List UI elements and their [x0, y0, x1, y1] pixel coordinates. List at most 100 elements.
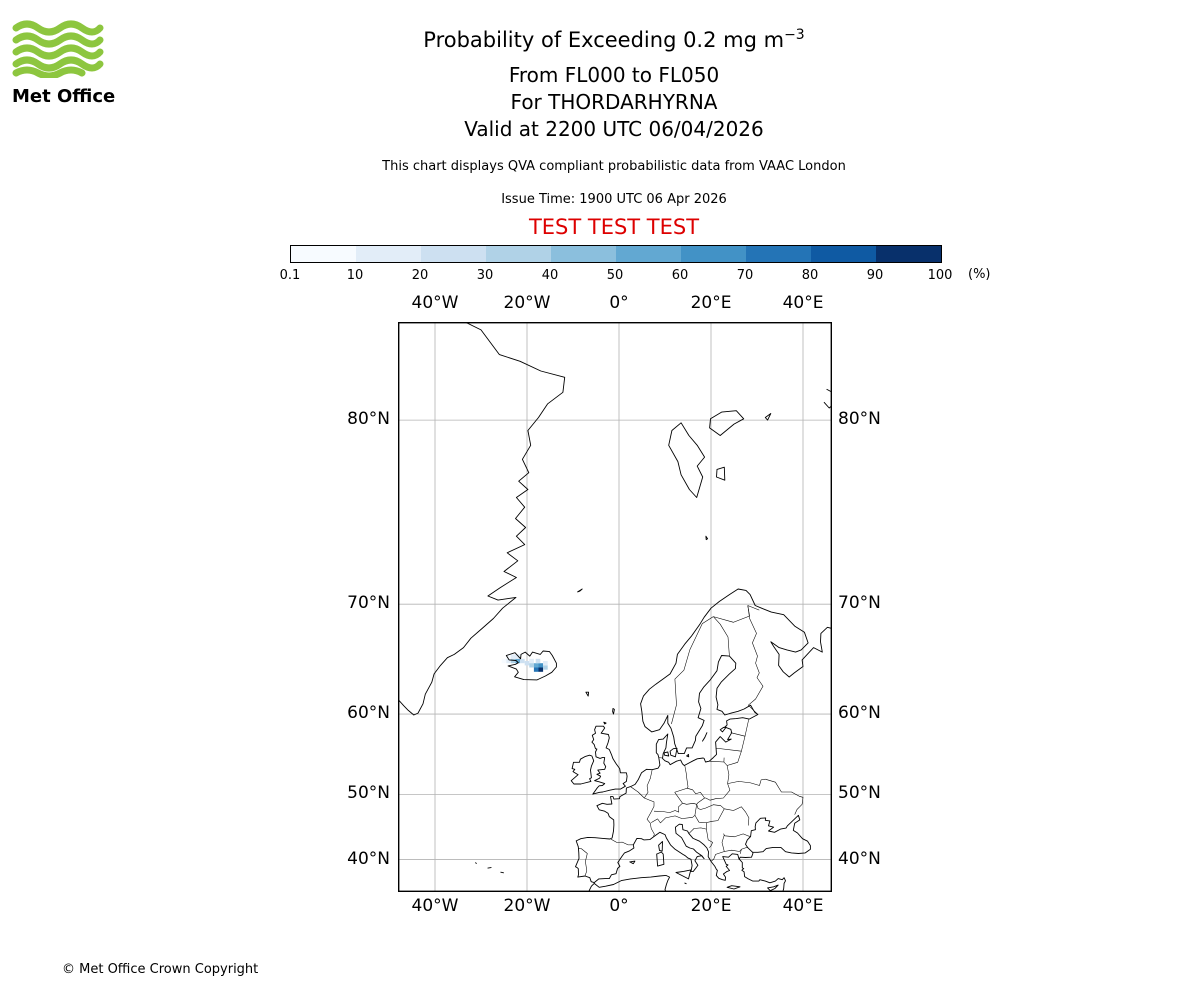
country-border [671, 616, 714, 725]
coastline [629, 860, 636, 865]
lat-tick-label-right: 70°N [838, 593, 881, 614]
probability-cell [510, 654, 516, 659]
probability-cell [506, 654, 511, 659]
colorbar-segment [616, 246, 681, 262]
coastline [588, 874, 671, 893]
coastline [686, 753, 690, 758]
country-border [730, 719, 749, 737]
colorbar-segment [486, 246, 551, 262]
met-office-logo: Met Office [12, 20, 132, 107]
lon-tick-label-bottom: 40°E [782, 896, 824, 916]
country-border [739, 849, 742, 854]
country-border [713, 605, 760, 623]
probability-cell [515, 658, 521, 664]
coastline [663, 751, 670, 757]
coastline [658, 841, 663, 852]
country-border [709, 757, 725, 763]
lat-tick-label-left: 60°N [347, 703, 390, 724]
coastline [716, 466, 726, 481]
country-border [706, 822, 713, 848]
country-border [610, 838, 634, 846]
colorbar [290, 245, 942, 263]
coastline [767, 884, 779, 892]
country-border [578, 848, 588, 877]
coastline [719, 726, 727, 733]
map-panel [397, 318, 833, 893]
coastline [591, 725, 628, 795]
probability-cell [506, 658, 511, 664]
country-border [674, 787, 705, 805]
coastline [575, 655, 811, 884]
title-superscript: −3 [784, 27, 805, 43]
colorbar-tick-label: 70 [736, 268, 754, 283]
coastline [726, 885, 741, 890]
lon-tick-label-bottom: 20°E [690, 896, 732, 916]
met-office-logo-waves [12, 20, 104, 78]
title-text: Probability of Exceeding 0.2 mg m [423, 28, 785, 52]
coastline [739, 858, 786, 893]
coastline [656, 851, 665, 867]
coastline [585, 691, 590, 697]
colorbar-segment [551, 246, 616, 262]
lon-tick-label-top: 0° [609, 293, 629, 313]
lon-tick-label-bottom: 40°W [411, 896, 459, 916]
colorbar-tick-label: 100 [927, 268, 953, 283]
lat-tick-label-right: 50°N [838, 783, 881, 804]
country-border [644, 770, 653, 799]
country-border [630, 786, 655, 837]
colorbar-tick-label: 90 [866, 268, 884, 283]
issue-time: Issue Time: 1900 UTC 06 Apr 2026 [501, 192, 727, 207]
probability-cell [529, 663, 534, 668]
coastline [702, 732, 708, 742]
probability-cell [529, 658, 534, 664]
coastline [475, 862, 477, 864]
coastline [764, 413, 772, 421]
colorbar-segment [746, 246, 811, 262]
coastline [505, 650, 557, 681]
lat-tick-label-left: 70°N [347, 593, 390, 614]
coastline [669, 747, 678, 758]
probability-cell [501, 658, 507, 664]
colorbar-tick-label: 60 [671, 268, 689, 283]
lon-tick-label-top: 20°E [690, 293, 732, 313]
country-border [684, 765, 689, 789]
country-border [713, 616, 730, 657]
country-border [747, 605, 764, 715]
lat-tick-label-left: 80°N [347, 409, 390, 430]
lon-tick-label-bottom: 0° [609, 896, 629, 916]
coastline [500, 871, 504, 874]
colorbar-tick-label: 30 [476, 268, 494, 283]
met-office-logo-text: Met Office [12, 86, 116, 107]
map-svg [397, 318, 833, 893]
test-banner: TEST TEST TEST [528, 215, 700, 239]
probability-cell [520, 658, 525, 664]
colorbar-segment [291, 246, 356, 262]
country-border [724, 806, 750, 826]
country-border [710, 851, 725, 862]
coastline [570, 754, 595, 785]
coastline [668, 422, 706, 498]
qva-note: This chart displays QVA compliant probab… [382, 159, 846, 174]
coastline [705, 535, 709, 541]
coastline [603, 721, 607, 725]
colorbar-segment [421, 246, 486, 262]
probability-cell [535, 658, 541, 664]
country-border [694, 804, 725, 823]
country-border [765, 778, 804, 815]
probability-cell [524, 661, 530, 666]
country-border [721, 834, 748, 852]
subtitle-volcano: For THORDARHYRNA [510, 90, 718, 114]
probability-cell [538, 667, 544, 672]
probability-cell [538, 663, 544, 668]
coastline [487, 867, 492, 869]
lat-tick-label-right: 80°N [838, 409, 881, 430]
country-border [688, 827, 707, 834]
lat-tick-label-left: 50°N [347, 783, 390, 804]
subtitle-flight-levels: From FL000 to FL050 [508, 63, 720, 87]
coastline [709, 410, 745, 436]
probability-cell [510, 658, 516, 664]
coastline [397, 318, 566, 716]
subtitle-valid-time: Valid at 2200 UTC 06/04/2026 [464, 117, 764, 141]
lon-tick-label-top: 40°W [411, 293, 459, 313]
